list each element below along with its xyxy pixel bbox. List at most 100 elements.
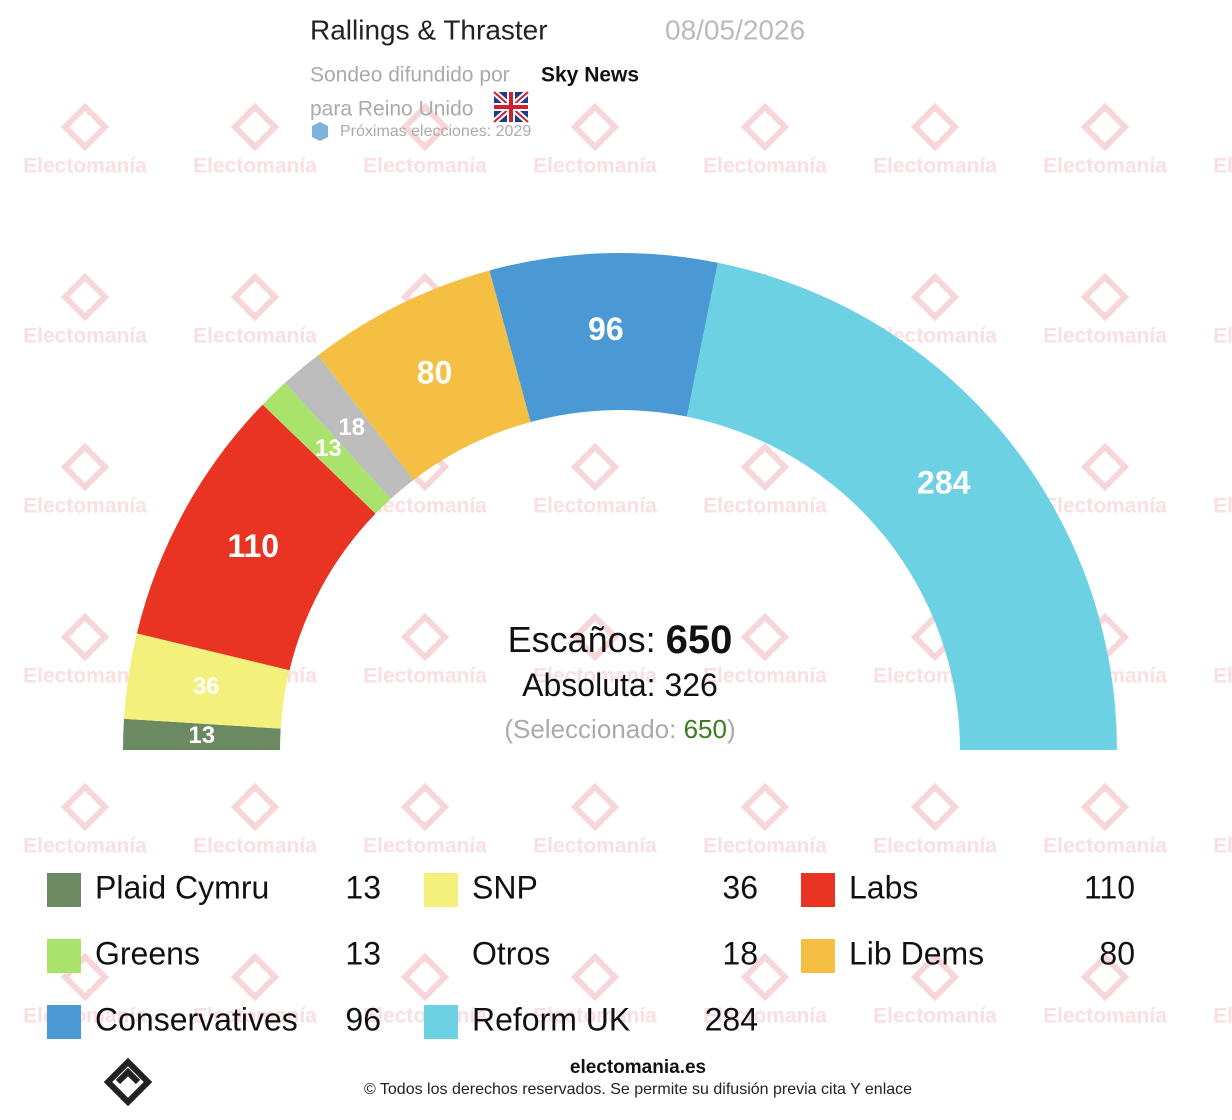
watermark-logo [400, 102, 450, 152]
seat-arc [123, 718, 281, 750]
seat-arc [136, 404, 376, 671]
watermark-logo [1080, 442, 1130, 492]
footer-site: electomania.es [570, 1057, 706, 1078]
watermark-text: Electomanía [1213, 1005, 1232, 1028]
watermark-logo [230, 952, 280, 1002]
watermark-logo [60, 612, 110, 662]
watermark-text: Electomanía [703, 835, 827, 858]
selected-value: 650 [684, 714, 727, 744]
data-label: 80 [417, 354, 453, 390]
watermark-text: Electomanía [1043, 1005, 1167, 1028]
watermark-logo [740, 952, 790, 1002]
legend-value: 110 [1084, 869, 1135, 905]
seat-arc [262, 382, 391, 514]
watermark-text: Electomanía [363, 495, 487, 518]
seats-summary: Escaños: 650 [508, 618, 733, 662]
watermark-logo [230, 272, 280, 322]
seat-arc [318, 270, 531, 480]
watermark-logo [910, 952, 960, 1002]
watermark-text: Electomanía [533, 155, 657, 178]
watermark-text: Electomanía [193, 155, 317, 178]
legend-icon [47, 939, 81, 973]
watermark-logo [740, 442, 790, 492]
watermark-text: Electomanía [533, 1005, 657, 1028]
legend-icon [801, 939, 835, 973]
legend-value: 96 [345, 1001, 381, 1037]
legend-name: Plaid Cymru [95, 869, 269, 905]
data-label: 18 [338, 414, 365, 441]
watermark-logo [910, 102, 960, 152]
watermark-logo [1080, 272, 1130, 322]
watermark-logo [570, 442, 620, 492]
watermark-text: Electomanía [873, 325, 997, 348]
selected-close: ) [727, 714, 736, 744]
legend-name: Reform UK [472, 1001, 630, 1037]
watermark-text: Electomanía [873, 835, 997, 858]
watermark-logo [1080, 782, 1130, 832]
watermark-text: Electomanía [1213, 325, 1232, 348]
watermark-text: Electomanía [873, 1005, 997, 1028]
watermark-logo [60, 102, 110, 152]
seats-total: 650 [666, 618, 733, 662]
watermark-text: Electomanía [363, 155, 487, 178]
watermark-text: Electomanía [23, 155, 147, 178]
legend-value: 13 [345, 935, 381, 971]
watermark-text: Electomanía [23, 665, 147, 688]
watermark-logo [400, 782, 450, 832]
watermark-logo [740, 612, 790, 662]
watermark-logo [910, 272, 960, 322]
flag [492, 89, 530, 125]
watermark-text: Electomanía [533, 835, 657, 858]
watermark-logo [740, 782, 790, 832]
source: Sky News [541, 64, 639, 87]
watermark-text: Electomanía [703, 155, 827, 178]
majority-summary: Absoluta: 326 [522, 667, 718, 703]
region: para Reino Unido [310, 98, 473, 121]
watermark-text: Electomanía [703, 495, 827, 518]
data-label: 110 [227, 528, 279, 564]
watermark-text: Electomanía [193, 325, 317, 348]
watermark-text: Electomanía [703, 665, 827, 688]
chart-title: Rallings & Thraster [310, 14, 548, 45]
seat-arc [285, 355, 414, 499]
data-label: 36 [193, 673, 220, 700]
watermark-logo [230, 782, 280, 832]
watermark-logo [400, 952, 450, 1002]
watermark-text: Electomanía [1043, 325, 1167, 348]
seat-arc [686, 262, 1117, 750]
legend-icon [424, 873, 458, 907]
watermark-text: Electomanía [703, 1005, 827, 1028]
legend-name: Otros [472, 935, 550, 971]
legend-value: 80 [1099, 935, 1135, 971]
legend-value: 13 [345, 869, 381, 905]
watermark-text: Electomanía [23, 495, 147, 518]
majority-label: Absoluta: [522, 667, 655, 703]
watermark-text: Electomanía [533, 495, 657, 518]
watermark-logo [570, 102, 620, 152]
legend-value: 18 [722, 935, 758, 971]
watermark-logo [570, 952, 620, 1002]
legend-value: 284 [705, 1001, 758, 1037]
watermark-logo [740, 102, 790, 152]
watermark-logo [400, 612, 450, 662]
watermark-logo [1080, 102, 1130, 152]
legend-name: Greens [95, 935, 200, 971]
watermark-text: Electomanía [1043, 495, 1167, 518]
majority-value: 326 [664, 667, 717, 703]
watermark-text: Electomanía [873, 155, 997, 178]
ballot-icon [312, 122, 328, 141]
legend-icon [47, 1005, 81, 1039]
watermark-text: Electomanía [363, 665, 487, 688]
data-label: 13 [188, 722, 215, 749]
legend-name: SNP [472, 869, 538, 905]
watermark-text: Electomanía [1213, 665, 1232, 688]
next-election: Próximas elecciones: 2029 [340, 123, 531, 140]
data-label: 96 [588, 311, 624, 347]
watermark-logo [60, 272, 110, 322]
watermark-text: Electomanía [1213, 835, 1232, 858]
watermark-text: Electomanía [363, 835, 487, 858]
legend-icon [801, 873, 835, 907]
watermark-text: Electomanía [1213, 495, 1232, 518]
